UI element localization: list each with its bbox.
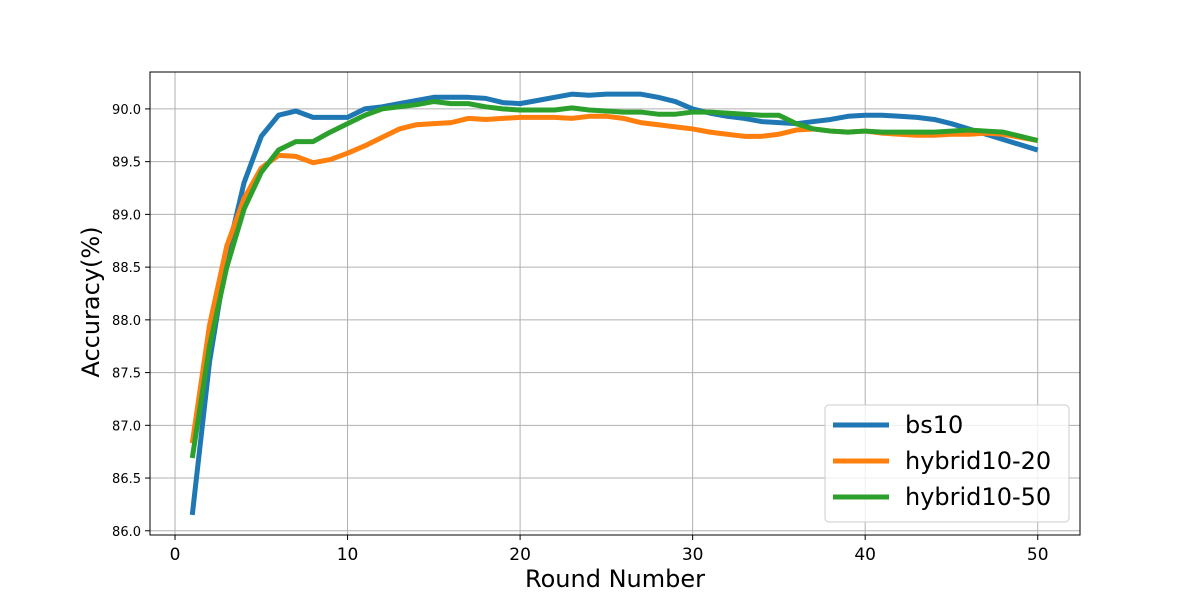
series-line-hybrid10-50 <box>189 99 1039 459</box>
y-tick-label: 89.0 <box>112 208 141 223</box>
x-tick-label: 30 <box>682 545 704 565</box>
x-axis-label: Round Number <box>525 565 705 593</box>
x-tick-label: 50 <box>1027 545 1049 565</box>
x-axis-ticks: 0 10 20 30 40 50 <box>170 535 1049 565</box>
y-tick-label: 89.5 <box>112 156 141 171</box>
y-tick-label: 87.5 <box>112 367 141 382</box>
y-axis-label: Accuracy(%) <box>77 226 105 377</box>
series-lines <box>189 91 1039 516</box>
legend-label-hybrid10-20: hybrid10-20 <box>905 447 1051 475</box>
legend-label-hybrid10-50: hybrid10-50 <box>905 483 1051 511</box>
y-tick-label: 87.0 <box>112 419 141 434</box>
x-tick-label: 20 <box>509 545 531 565</box>
y-axis-ticks: 86.0 86.5 87.0 87.5 88.0 88.5 89.0 89.5 90.0 <box>112 103 150 540</box>
y-tick-label: 86.0 <box>112 525 141 540</box>
x-tick-label: 40 <box>854 545 876 565</box>
plot-frame <box>149 71 1081 536</box>
y-tick-label: 88.0 <box>112 314 141 329</box>
x-tick-label: 10 <box>337 545 359 565</box>
legend-box <box>824 404 1070 523</box>
series-line-hybrid10-20 <box>189 113 1039 444</box>
legend: bs10 hybrid10-20 hybrid10-50 <box>824 404 1070 523</box>
series-line-bs10 <box>189 91 1039 516</box>
x-tick-label: 0 <box>170 545 181 565</box>
y-tick-label: 90.0 <box>112 103 141 118</box>
y-tick-label: 88.5 <box>112 261 141 276</box>
legend-label-bs10: bs10 <box>905 411 963 439</box>
y-tick-label: 86.5 <box>112 472 141 487</box>
